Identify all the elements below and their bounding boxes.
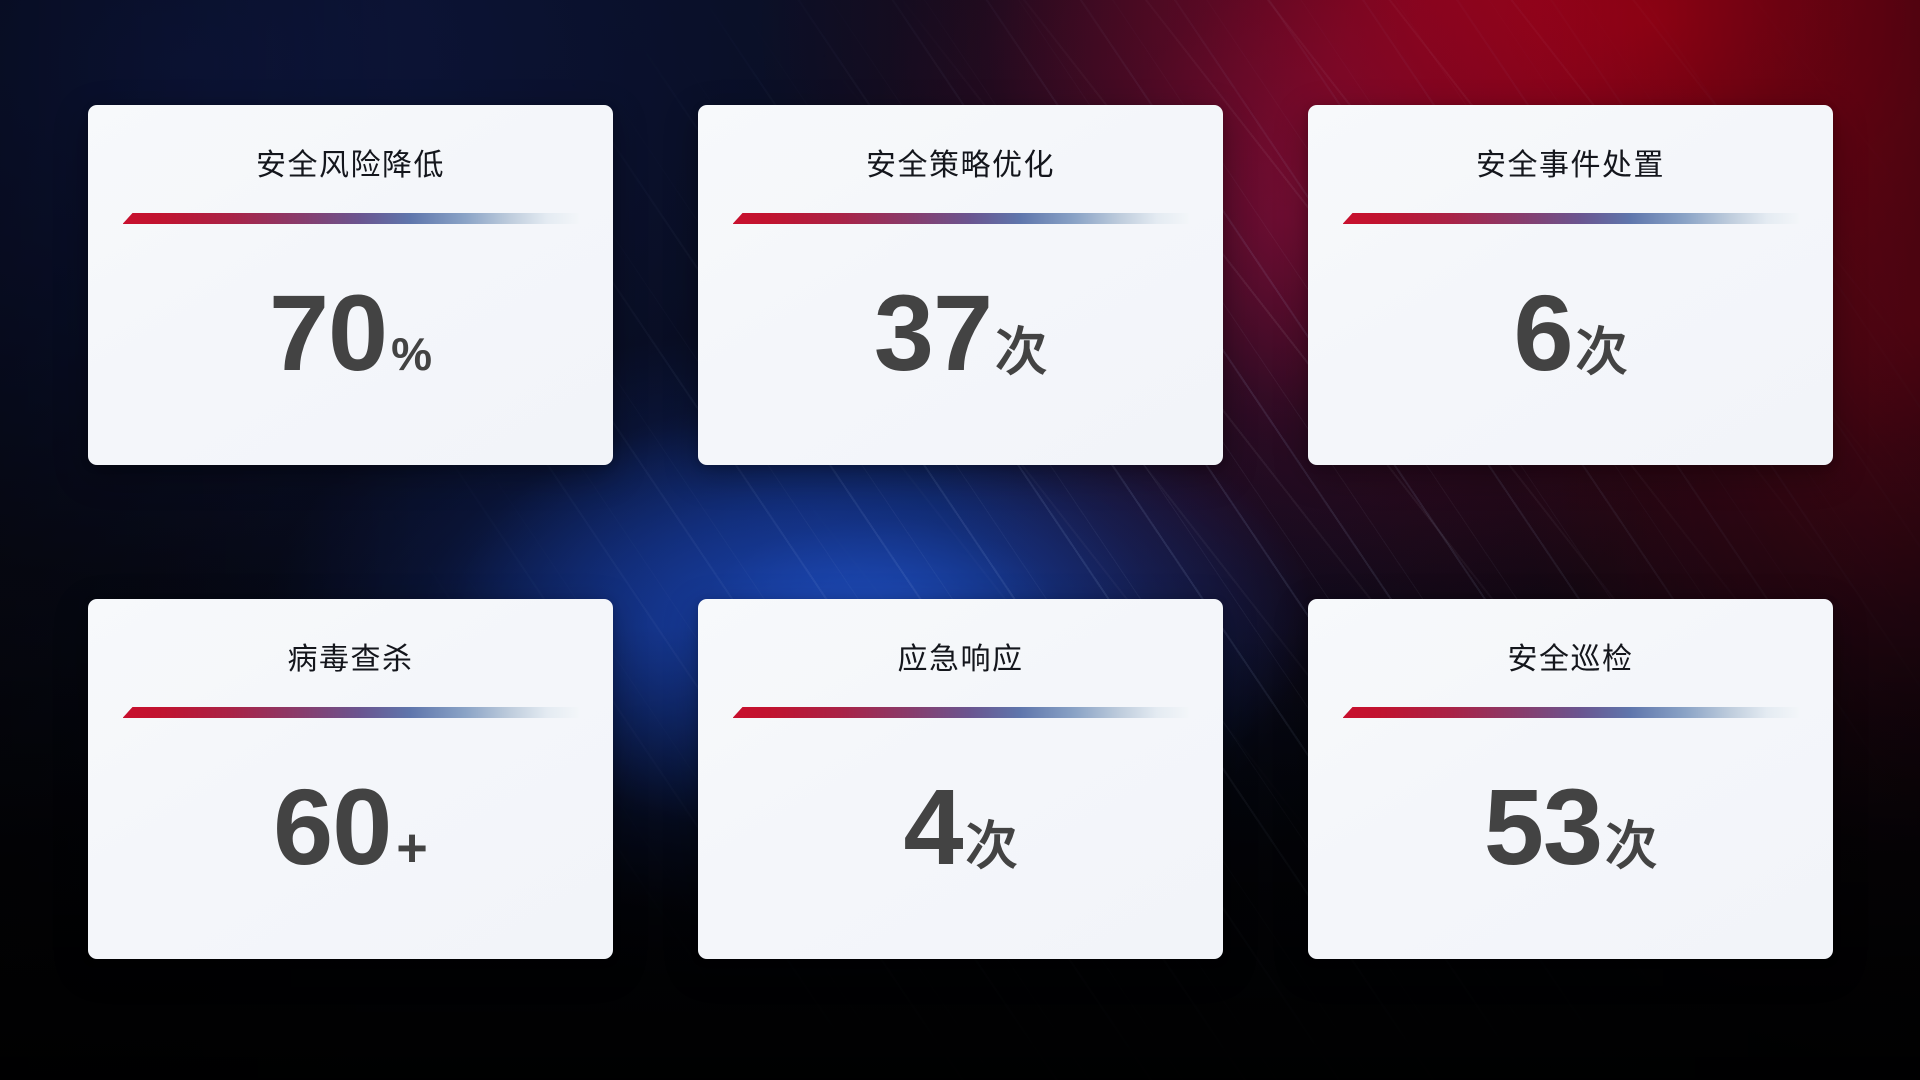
metric-value-unit: % — [391, 328, 433, 381]
metric-card-divider — [122, 213, 579, 224]
metric-card-title: 应急响应 — [897, 643, 1024, 676]
metric-card[interactable]: 病毒查杀 60 + — [88, 599, 613, 959]
metric-value-number: 53 — [1483, 766, 1603, 888]
metric-value-unit: 次 — [995, 324, 1048, 383]
metric-card-grid: 安全风险降低 70 % 安全策略优化 37 次 安全事件处置 — [88, 105, 1833, 959]
metric-value-number: 6 — [1513, 272, 1573, 394]
metric-value-number: 4 — [903, 766, 963, 888]
metric-value-unit: 次 — [965, 818, 1018, 877]
metric-value-number: 37 — [873, 272, 993, 394]
metric-card-divider — [732, 213, 1189, 224]
metric-card-title: 安全事件处置 — [1476, 149, 1665, 182]
metric-card[interactable]: 应急响应 4 次 — [698, 599, 1223, 959]
metric-value-number: 60 — [273, 766, 392, 888]
metric-card-title: 安全风险降低 — [256, 149, 445, 182]
metric-card[interactable]: 安全策略优化 37 次 — [698, 105, 1223, 465]
metric-card[interactable]: 安全风险降低 70 % — [88, 105, 613, 465]
metric-card[interactable]: 安全巡检 53 次 — [1308, 599, 1833, 959]
metric-card-value: 70 % — [122, 224, 579, 465]
metric-value-number: 70 — [268, 272, 388, 394]
metric-card-value: 37 次 — [732, 224, 1189, 465]
metric-card-value: 60 + — [122, 718, 579, 959]
metric-card-divider — [732, 707, 1189, 718]
metric-card-divider — [1342, 213, 1799, 224]
metric-card-title: 病毒查杀 — [287, 643, 414, 676]
metric-card-divider — [122, 707, 579, 718]
metric-value-unit: 次 — [1605, 818, 1658, 877]
metric-value-unit: 次 — [1575, 324, 1628, 383]
metric-card-value: 53 次 — [1342, 718, 1799, 959]
metric-card-title: 安全策略优化 — [866, 149, 1055, 182]
metric-card[interactable]: 安全事件处置 6 次 — [1308, 105, 1833, 465]
metric-card-title: 安全巡检 — [1507, 643, 1634, 676]
metric-card-value: 6 次 — [1342, 224, 1799, 465]
metric-card-divider — [1342, 707, 1799, 718]
metric-card-value: 4 次 — [732, 718, 1189, 959]
metric-value-unit: + — [396, 818, 428, 879]
